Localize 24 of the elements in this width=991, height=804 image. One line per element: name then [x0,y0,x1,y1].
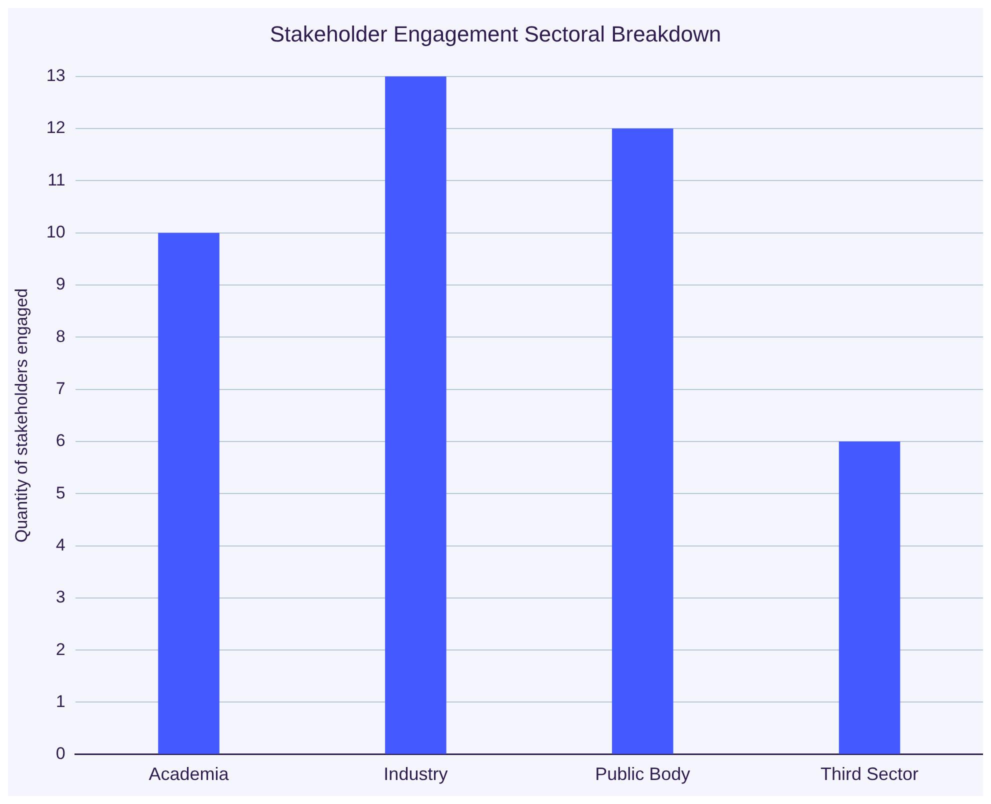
y-tick-label: 7 [56,379,66,398]
y-tick-label: 13 [46,66,66,86]
bar [612,128,674,754]
x-tick-label: Third Sector [820,764,919,784]
y-tick-label: 9 [56,274,66,294]
bar [385,76,446,754]
y-tick-label: 2 [56,640,66,659]
bar [838,441,900,754]
y-tick-label: 6 [56,431,66,450]
y-tick-label: 4 [56,535,66,554]
x-tick-label: Public Body [595,764,690,784]
y-tick-label: 0 [56,744,66,764]
chart-title: Stakeholder Engagement Sectoral Breakdown [270,21,722,46]
y-tick-label: 8 [56,326,66,346]
bar [158,232,220,754]
y-tick-label: 10 [46,222,66,242]
y-tick-label: 11 [48,170,66,190]
y-tick-label: 12 [46,118,66,138]
y-tick-label: 3 [56,588,66,607]
x-tick-label: Industry [384,764,448,784]
y-tick-label: 5 [56,483,66,502]
y-axis-title: Quantity of stakeholders engaged [12,288,31,543]
y-tick-label: 1 [56,692,66,711]
x-tick-label: Academia [148,764,230,784]
